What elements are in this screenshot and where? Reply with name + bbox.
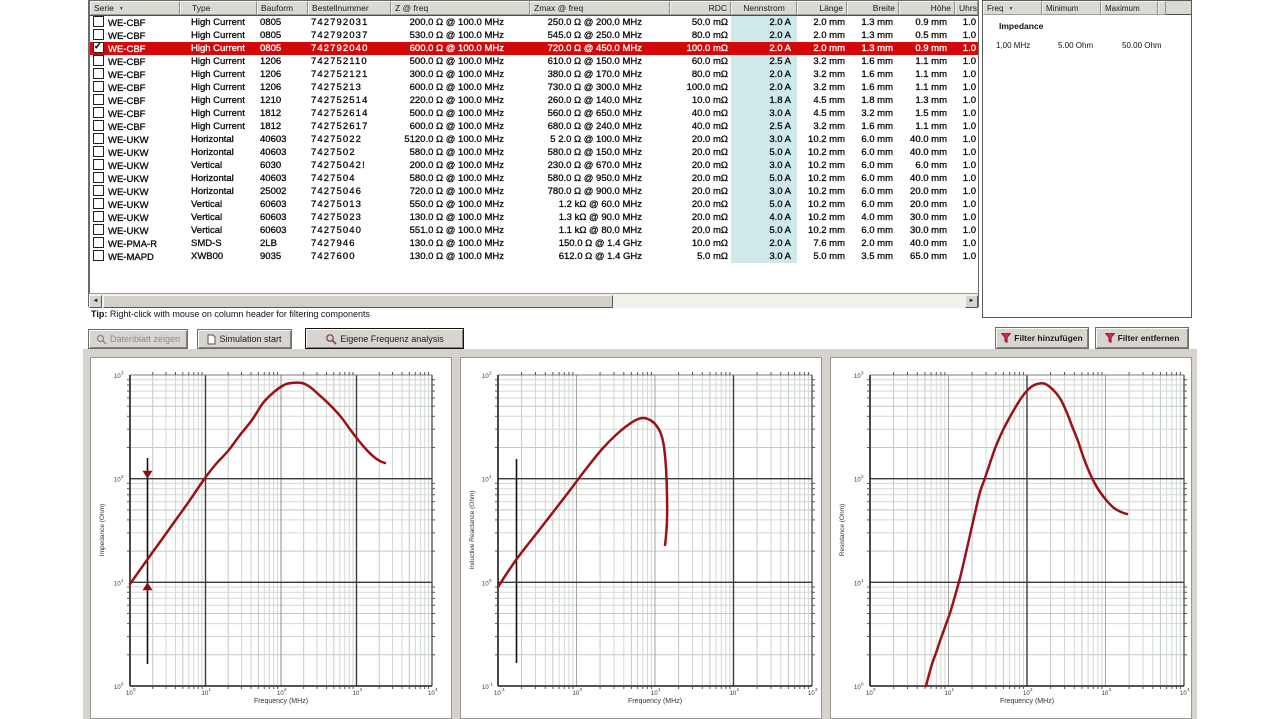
svg-text:10: 10 [277,691,284,697]
svg-text:10: 10 [114,685,121,691]
svg-text:3: 3 [815,687,818,692]
svg-text:10: 10 [854,374,861,380]
svg-text:-1: -1 [501,687,505,692]
svg-text:-1: -1 [489,682,493,687]
svg-text:10: 10 [482,581,489,587]
svg-text:2: 2 [737,687,740,692]
svg-text:0: 0 [861,682,864,687]
svg-text:10: 10 [114,478,121,484]
svg-text:10: 10 [353,691,360,697]
svg-text:3: 3 [121,371,124,376]
svg-text:10: 10 [482,374,489,380]
svg-text:Inductive Reactance (Ohm): Inductive Reactance (Ohm) [469,490,476,569]
svg-text:10: 10 [573,691,580,697]
svg-text:10: 10 [494,691,501,697]
svg-text:10: 10 [114,581,121,587]
svg-text:10: 10 [482,478,489,484]
svg-text:10: 10 [1023,691,1030,697]
svg-text:1: 1 [658,687,661,692]
svg-text:0: 0 [580,687,583,692]
svg-text:Frequency (MHz): Frequency (MHz) [628,698,682,705]
svg-text:3: 3 [1109,687,1112,692]
svg-text:Frequency (MHz): Frequency (MHz) [254,698,308,705]
svg-text:Resistance (Ohm): Resistance (Ohm) [839,504,846,556]
svg-text:10: 10 [730,691,737,697]
svg-text:2: 2 [861,474,864,479]
svg-text:0: 0 [133,687,136,692]
svg-text:0: 0 [873,687,876,692]
svg-text:2: 2 [1030,687,1033,692]
svg-text:2: 2 [284,687,287,692]
svg-text:10: 10 [808,691,815,697]
svg-text:2: 2 [489,371,492,376]
svg-text:Frequency (MHz): Frequency (MHz) [1000,698,1054,705]
svg-text:0: 0 [489,578,492,583]
svg-text:10: 10 [945,691,952,697]
svg-text:1: 1 [209,687,212,692]
svg-text:1: 1 [121,578,124,583]
svg-text:10: 10 [1102,691,1109,697]
svg-text:0: 0 [121,682,124,687]
svg-text:10: 10 [866,691,873,697]
svg-text:10: 10 [114,374,121,380]
svg-text:10: 10 [854,478,861,484]
svg-text:2: 2 [121,474,124,479]
svg-text:4: 4 [1187,687,1190,692]
svg-text:10: 10 [428,691,435,697]
svg-text:10: 10 [651,691,658,697]
svg-text:10: 10 [482,685,489,691]
svg-text:10: 10 [1180,691,1187,697]
svg-text:3: 3 [861,371,864,376]
svg-text:10: 10 [854,685,861,691]
svg-text:4: 4 [435,687,438,692]
svg-text:10: 10 [854,581,861,587]
svg-text:1: 1 [952,687,955,692]
svg-text:Impedance (Ohm): Impedance (Ohm) [99,504,106,556]
svg-text:3: 3 [360,687,363,692]
svg-text:1: 1 [861,578,864,583]
svg-text:10: 10 [202,691,209,697]
svg-text:10: 10 [126,691,133,697]
svg-text:1: 1 [489,474,492,479]
